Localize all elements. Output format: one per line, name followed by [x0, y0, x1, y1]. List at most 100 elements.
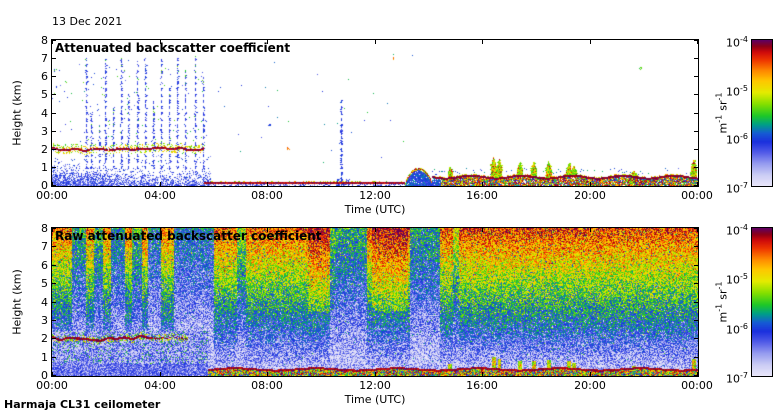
colorbar-tick-label: 10-7 — [726, 371, 748, 386]
tick-mark — [160, 40, 161, 44]
y-tick-label: 8 — [41, 34, 48, 47]
tick-mark — [694, 167, 698, 168]
tick-mark — [694, 131, 698, 132]
tick-mark — [697, 40, 698, 44]
tick-mark — [694, 265, 698, 266]
tick-mark — [52, 167, 56, 168]
units-exp: -1 — [714, 114, 724, 123]
tick-mark — [267, 182, 268, 186]
tick-mark — [375, 182, 376, 186]
colorbar-tick-label: 10-7 — [726, 181, 748, 196]
tick-mark — [694, 76, 698, 77]
colorbar-tick-label: 10-4 — [726, 223, 748, 238]
date-label: 13 Dec 2021 — [52, 15, 123, 28]
tick-mark — [694, 246, 698, 247]
tick-mark — [52, 182, 53, 186]
y-tick-label: 8 — [41, 222, 48, 235]
tick-mark — [694, 149, 698, 150]
tick-mark — [52, 131, 56, 132]
tick-mark — [482, 40, 483, 44]
x-tick-label: 20:00 — [574, 189, 606, 202]
tick-mark — [694, 94, 698, 95]
tick-mark — [694, 185, 698, 186]
tick-mark — [52, 338, 56, 339]
x-tick-label: 00:00 — [681, 189, 713, 202]
y-tick-label: 2 — [41, 332, 48, 345]
tick-mark — [52, 246, 56, 247]
units-exp: -1 — [714, 303, 724, 312]
tick-mark — [52, 265, 56, 266]
tick-mark — [52, 40, 53, 44]
x-tick-label: 04:00 — [144, 379, 176, 392]
tick-mark — [590, 40, 591, 44]
y-tick-label: 4 — [41, 107, 48, 120]
tick-mark — [267, 40, 268, 44]
tick-mark — [694, 320, 698, 321]
tick-mark — [52, 76, 56, 77]
x-tick-label: 16:00 — [466, 189, 498, 202]
y-tick-label: 7 — [41, 52, 48, 65]
x-tick-label: 12:00 — [359, 189, 391, 202]
tick-mark — [694, 40, 698, 41]
x-tick-label: 20:00 — [574, 379, 606, 392]
x-tick-label: 04:00 — [144, 189, 176, 202]
tick-mark — [52, 357, 56, 358]
colorbar-units-top: m-1sr-1 — [715, 93, 730, 134]
colorbar-bottom — [751, 227, 773, 377]
tick-mark — [52, 185, 56, 186]
tick-mark — [52, 113, 56, 114]
x-tick-label: 16:00 — [466, 379, 498, 392]
x-tick-label: 12:00 — [359, 379, 391, 392]
tick-mark — [697, 182, 698, 186]
tick-mark — [52, 375, 56, 376]
plot-area-raw: Raw attenuated backscatter coefficient — [51, 227, 699, 377]
tick-mark — [694, 357, 698, 358]
tick-mark — [52, 58, 56, 59]
tick-mark — [52, 302, 56, 303]
tick-mark — [694, 338, 698, 339]
tick-mark — [160, 372, 161, 376]
y-tick-label: 5 — [41, 88, 48, 101]
tick-mark — [694, 283, 698, 284]
tick-mark — [160, 182, 161, 186]
tick-mark — [160, 228, 161, 232]
tick-mark — [482, 182, 483, 186]
tick-mark — [267, 228, 268, 232]
tick-mark — [375, 228, 376, 232]
tick-mark — [694, 58, 698, 59]
tick-mark — [52, 228, 53, 232]
y-tick-label: 6 — [41, 259, 48, 272]
y-tick-label: 5 — [41, 277, 48, 290]
tick-mark — [375, 40, 376, 44]
y-tick-label: 4 — [41, 296, 48, 309]
heatmap-canvas-attenuated — [52, 40, 698, 186]
tick-mark — [694, 302, 698, 303]
tick-mark — [482, 228, 483, 232]
tick-mark — [52, 149, 56, 150]
y-axis-label-bottom: Height (km) — [10, 269, 24, 335]
y-tick-label: 0 — [41, 369, 48, 382]
tick-mark — [52, 40, 56, 41]
y-axis-label-top: Height (km) — [10, 80, 24, 146]
colorbar-tick-label: 10-5 — [726, 83, 748, 99]
y-tick-label: 0 — [41, 179, 48, 192]
units-base: sr — [716, 289, 730, 300]
y-tick-label: 3 — [41, 125, 48, 138]
tick-marks-bottom — [52, 228, 698, 376]
panel-title-attenuated: Attenuated backscatter coefficient — [55, 41, 291, 55]
x-tick-label: 00:00 — [36, 189, 68, 202]
tick-mark — [52, 320, 56, 321]
tick-mark — [52, 228, 56, 229]
y-tick-label: 6 — [41, 70, 48, 83]
x-axis-label-top: Time (UTC) — [344, 203, 406, 216]
colorbar-tick-label: 10-6 — [726, 132, 748, 147]
tick-mark — [697, 228, 698, 232]
y-tick-label: 1 — [41, 161, 48, 174]
y-tick-label: 1 — [41, 351, 48, 364]
heatmap-canvas-raw — [52, 228, 698, 376]
plot-area-attenuated: Attenuated backscatter coefficient — [51, 39, 699, 187]
colorbar-tick-label: 10-4 — [726, 35, 748, 50]
x-tick-label: 00:00 — [681, 379, 713, 392]
colorbar-canvas-top — [752, 40, 772, 186]
